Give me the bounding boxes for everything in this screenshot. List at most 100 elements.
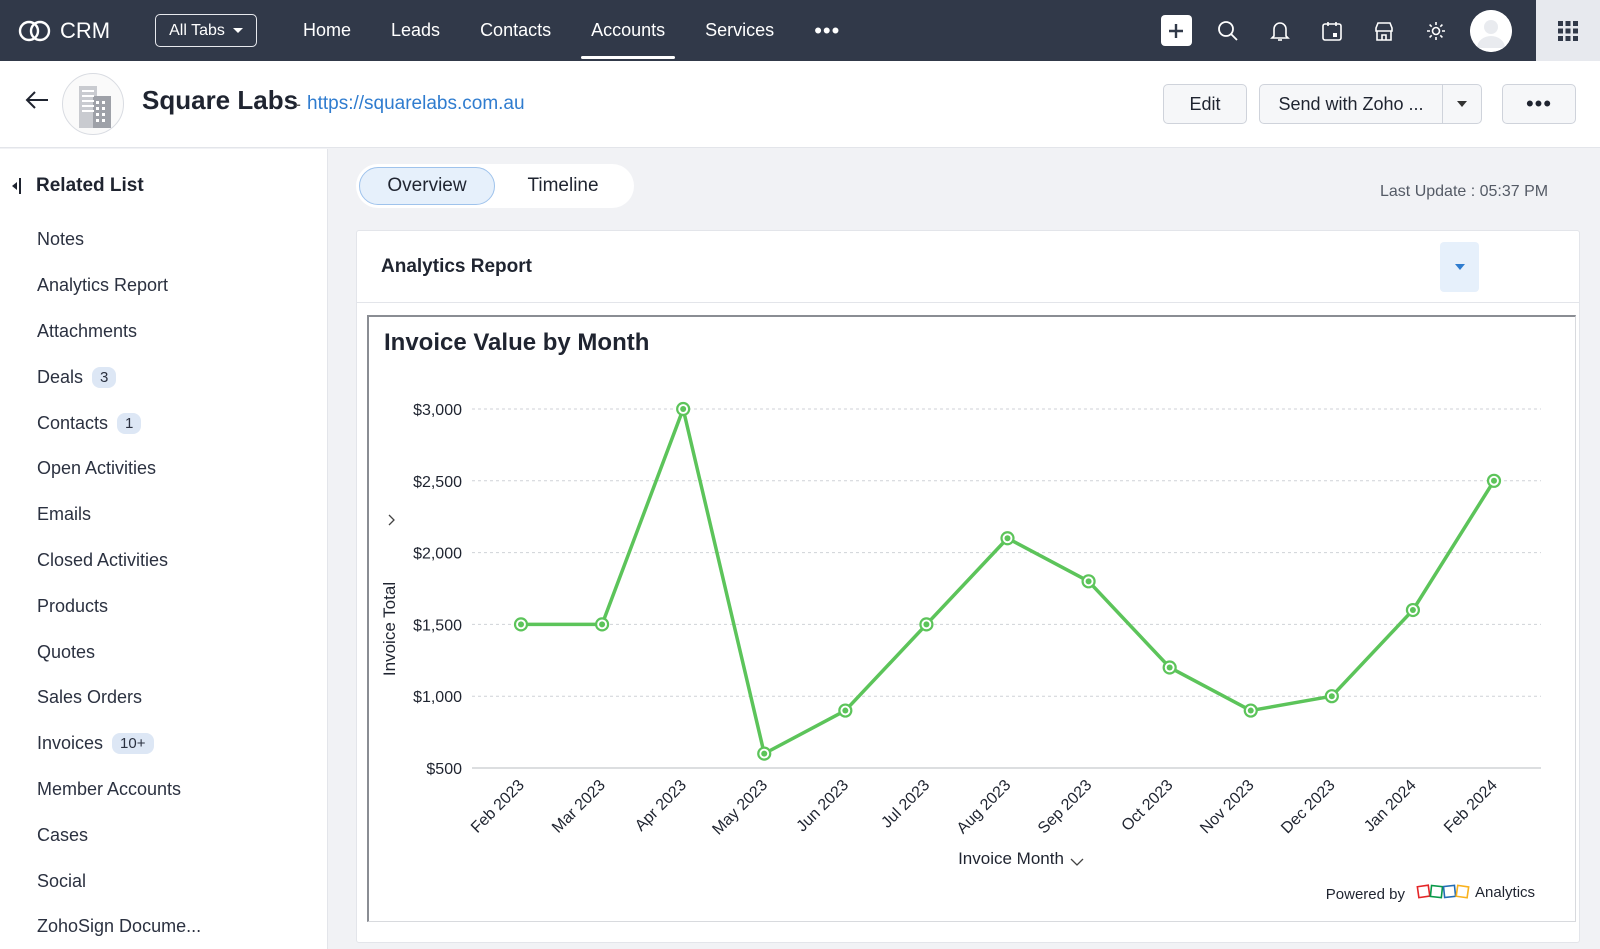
invoice-line-chart: Invoice Value by Month $500$1,000$1,500$… xyxy=(380,329,1541,903)
sidebar-item-closed-activities[interactable]: Closed Activities xyxy=(37,538,201,584)
plus-icon xyxy=(1160,15,1192,46)
sidebar-item-cases[interactable]: Cases xyxy=(37,812,201,858)
data-point[interactable] xyxy=(594,617,610,632)
user-avatar-icon xyxy=(1470,10,1512,52)
y-tick-label: $500 xyxy=(426,761,462,778)
x-tick-label: Jun 2023 xyxy=(794,777,853,836)
sidebar-item-emails[interactable]: Emails xyxy=(37,492,201,538)
sidebar-item-label: Open Activities xyxy=(37,458,157,479)
data-point[interactable] xyxy=(1000,531,1015,546)
nav-leads[interactable]: Leads xyxy=(391,20,441,40)
sidebar-item-invoices[interactable]: Invoices 10+ xyxy=(37,721,201,767)
sidebar-item-label: Products xyxy=(37,595,109,616)
chevron-right-icon[interactable] xyxy=(388,514,395,526)
bell-icon xyxy=(1270,21,1290,41)
sidebar-item-label: ZohoSign Docume... xyxy=(37,916,202,937)
data-point[interactable] xyxy=(1162,660,1177,675)
nav-home[interactable]: Home xyxy=(303,20,352,40)
x-tick-label: Feb 2023 xyxy=(468,777,528,837)
x-axis-label[interactable]: Invoice Month xyxy=(958,849,1064,868)
data-point[interactable] xyxy=(1486,473,1502,488)
more-actions-button[interactable]: ••• xyxy=(1502,84,1576,124)
data-point[interactable] xyxy=(1405,602,1421,618)
create-button[interactable] xyxy=(1150,0,1202,61)
x-tick-label: Jan 2024 xyxy=(1361,777,1420,836)
card-options-dropdown[interactable] xyxy=(1440,242,1479,292)
sidebar-item-contacts[interactable]: Contacts 1 xyxy=(37,400,201,446)
chevron-down-icon[interactable] xyxy=(1070,858,1084,866)
back-button[interactable] xyxy=(24,89,50,116)
chart-title: Invoice Value by Month xyxy=(384,329,649,356)
sidebar-item-label: Member Accounts xyxy=(37,778,182,799)
nav-accounts[interactable]: Accounts xyxy=(571,0,685,61)
sidebar-item-analytics-report[interactable]: Analytics Report xyxy=(37,263,201,309)
arrow-left-icon xyxy=(25,91,48,109)
zoho-logo-icon xyxy=(1416,884,1470,899)
y-axis-label[interactable]: Invoice Total xyxy=(380,582,399,676)
sidebar-item-notes[interactable]: Notes xyxy=(37,217,201,263)
sidebar-item-deals[interactable]: Deals 3 xyxy=(37,354,201,400)
y-tick-label: $1,000 xyxy=(413,689,462,706)
data-point[interactable] xyxy=(757,746,772,761)
notifications-button[interactable] xyxy=(1254,0,1306,61)
sidebar-item-open-activities[interactable]: Open Activities xyxy=(37,446,201,492)
related-list-title: Related List xyxy=(36,175,144,196)
x-tick-label: Nov 2023 xyxy=(1197,777,1258,838)
sidebar-item-member-accounts[interactable]: Member Accounts xyxy=(37,767,201,813)
nav-more-button[interactable]: ••• xyxy=(814,17,841,43)
sidebar-item-products[interactable]: Products xyxy=(37,583,201,629)
search-button[interactable] xyxy=(1202,0,1254,61)
send-with-zoho-button[interactable]: Send with Zoho ... xyxy=(1259,84,1443,124)
sidebar-item-label: Invoices xyxy=(37,733,104,754)
tab-timeline[interactable]: Timeline xyxy=(527,175,599,196)
sidebar-item-sales-orders[interactable]: Sales Orders xyxy=(37,675,201,721)
apps-launcher[interactable] xyxy=(1536,0,1600,61)
sidebar-item-quotes[interactable]: Quotes xyxy=(37,629,201,675)
sidebar-item-label: Social xyxy=(37,870,87,891)
sidebar-item-label: Quotes xyxy=(37,641,96,662)
sidebar-item-label: Deals xyxy=(37,366,84,387)
card-title: Analytics Report xyxy=(381,256,532,277)
marketplace-button[interactable] xyxy=(1358,0,1410,61)
brand-name: CRM xyxy=(60,17,111,43)
x-tick-label: Apr 2023 xyxy=(632,777,690,835)
crm-logo-icon xyxy=(18,20,51,41)
chart-series xyxy=(513,401,1502,761)
collapse-sidebar-icon[interactable] xyxy=(10,177,22,195)
all-tabs-dropdown[interactable]: All Tabs xyxy=(155,14,257,47)
nav-services[interactable]: Services xyxy=(705,20,775,40)
count-badge: 10+ xyxy=(112,733,154,755)
y-axis-ticks: $500 $1,000 $1,500 $2,000 $2,500 $3,000 xyxy=(413,402,462,778)
data-point[interactable] xyxy=(1243,703,1258,718)
tab-overview[interactable]: Overview xyxy=(359,167,495,205)
x-tick-label: Oct 2023 xyxy=(1119,777,1177,835)
main-nav: Home Leads Contacts Accounts Services ••… xyxy=(283,0,860,61)
sidebar-item-attachments[interactable]: Attachments xyxy=(37,309,201,355)
sidebar-item-label: Analytics Report xyxy=(37,275,169,296)
edit-button[interactable]: Edit xyxy=(1163,84,1247,124)
brand[interactable]: CRM xyxy=(18,18,136,44)
website-link[interactable]: https://squarelabs.com.au xyxy=(307,93,525,114)
data-point[interactable] xyxy=(676,401,691,417)
y-tick-label: $2,000 xyxy=(413,546,462,563)
sidebar-item-label: Emails xyxy=(37,504,92,525)
calendar-icon xyxy=(1322,21,1342,41)
data-point[interactable] xyxy=(1324,689,1339,704)
avatar[interactable] xyxy=(1470,10,1512,52)
grid-icon xyxy=(1558,20,1578,41)
nav-contacts[interactable]: Contacts xyxy=(480,20,552,40)
related-list-header: Related List xyxy=(10,175,144,197)
data-point[interactable] xyxy=(919,617,934,632)
sidebar-item-social[interactable]: Social xyxy=(37,858,201,904)
data-point[interactable] xyxy=(838,703,853,718)
send-options-dropdown[interactable] xyxy=(1442,84,1482,124)
settings-button[interactable] xyxy=(1410,0,1462,61)
sidebar-item-label: Attachments xyxy=(37,320,138,341)
data-point[interactable] xyxy=(513,617,529,632)
calendar-button[interactable] xyxy=(1306,0,1358,61)
analytics-brand-text: Analytics xyxy=(1475,884,1535,901)
data-point[interactable] xyxy=(1081,574,1096,589)
title-separator: - xyxy=(295,94,301,114)
last-update-text: Last Update : 05:37 PM xyxy=(1380,183,1549,200)
sidebar-item-zohosign-docume[interactable]: ZohoSign Docume... xyxy=(37,904,201,949)
